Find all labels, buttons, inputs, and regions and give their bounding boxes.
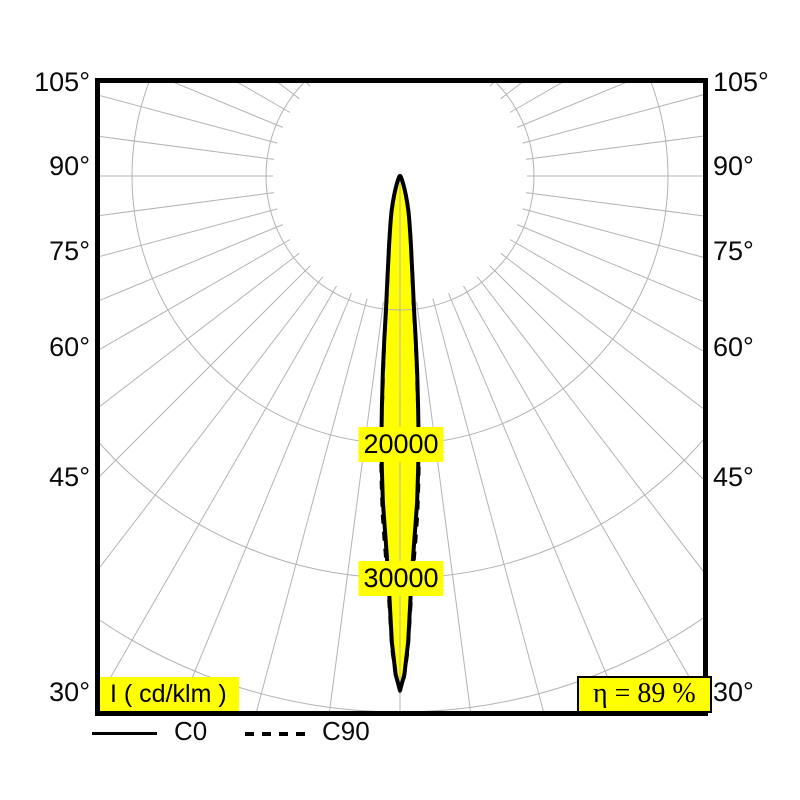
angle-label-left-90: 90° xyxy=(49,151,90,181)
intensity-unit-box: I ( cd/klm ) xyxy=(100,677,239,711)
efficiency-box: η = 89 % xyxy=(577,676,712,713)
ring-label-30000: 30000 xyxy=(358,561,444,596)
angle-label-right-75: 75° xyxy=(713,236,754,266)
angle-label-right-105: 105° xyxy=(713,67,769,97)
angle-label-left-105: 105° xyxy=(34,67,90,97)
angle-label-left-30: 30° xyxy=(49,677,90,707)
angle-label-right-60: 60° xyxy=(713,332,754,362)
angle-label-left-75: 75° xyxy=(49,236,90,266)
angle-label-left-60: 60° xyxy=(49,332,90,362)
legend-c90-line-sample xyxy=(245,732,305,736)
polar-grid-and-beam xyxy=(100,83,703,711)
legend: C0 C90 xyxy=(0,716,800,758)
angle-label-right-30: 30° xyxy=(713,677,754,707)
angle-label-right-90: 90° xyxy=(713,151,754,181)
legend-c0-label: C0 xyxy=(174,716,208,746)
legend-c90-label: C90 xyxy=(322,716,370,746)
angle-label-right-45: 45° xyxy=(713,462,754,492)
ring-label-20000: 20000 xyxy=(358,427,444,462)
angle-label-left-45: 45° xyxy=(49,462,90,492)
legend-c0-line-sample xyxy=(92,732,157,735)
